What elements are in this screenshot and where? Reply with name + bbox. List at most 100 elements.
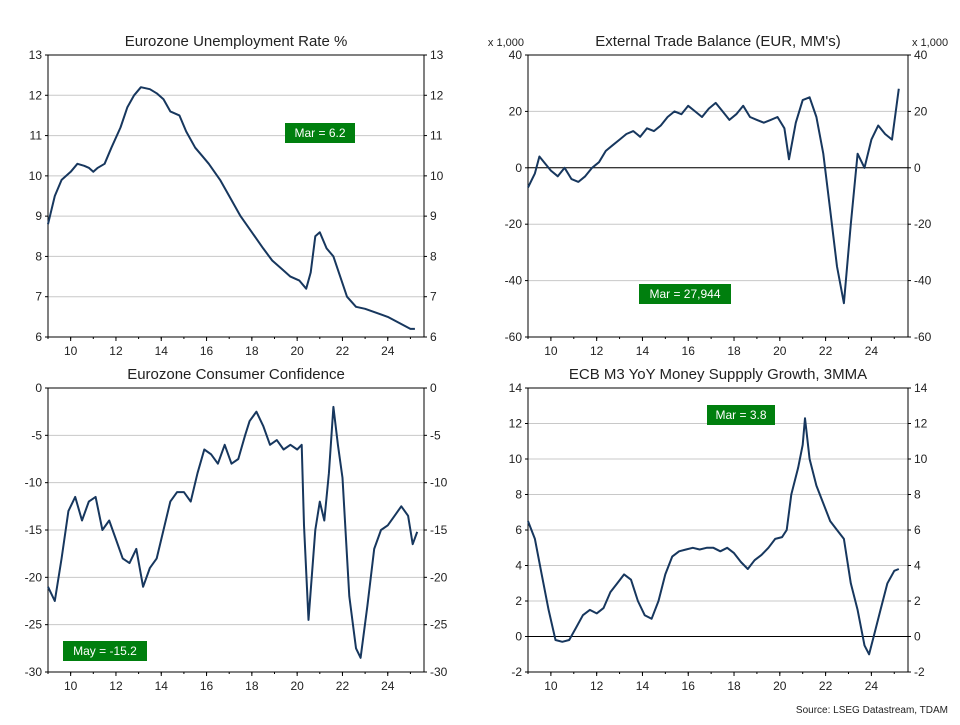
x-tick-label: 14 bbox=[636, 344, 650, 358]
y-tick-label-right: -20 bbox=[914, 217, 932, 231]
x-tick-label: 20 bbox=[290, 679, 304, 693]
annotation-label: Mar = 3.8 bbox=[715, 408, 766, 422]
y-tick-label-right: 0 bbox=[914, 161, 921, 175]
y-tick-label-right: -25 bbox=[430, 618, 448, 632]
x-tick-label: 18 bbox=[245, 344, 259, 358]
x-tick-label: 12 bbox=[109, 344, 123, 358]
x-tick-label: 12 bbox=[109, 679, 123, 693]
y-tick-label-left: 2 bbox=[515, 594, 522, 608]
y-tick-label-left: 12 bbox=[509, 417, 523, 431]
y-tick-label-right: 9 bbox=[430, 209, 437, 223]
y-tick-label-right: -5 bbox=[430, 428, 441, 442]
y-tick-label-right: 6 bbox=[430, 330, 437, 344]
y-tick-label-right: 7 bbox=[430, 290, 437, 304]
y-tick-label-right: 0 bbox=[914, 630, 921, 644]
x-tick-label: 10 bbox=[64, 344, 78, 358]
x-tick-label: 20 bbox=[773, 344, 787, 358]
x-tick-label: 14 bbox=[155, 344, 169, 358]
y-tick-label-right: -60 bbox=[914, 330, 932, 344]
y-tick-label-left: -20 bbox=[505, 217, 523, 231]
y-tick-label-left: -2 bbox=[511, 665, 522, 679]
y-tick-label-right: -15 bbox=[430, 523, 448, 537]
y-tick-label-right: 8 bbox=[430, 249, 437, 263]
y-tick-label-left: 14 bbox=[509, 381, 523, 395]
y-tick-label-right: 6 bbox=[914, 523, 921, 537]
x-tick-label: 22 bbox=[336, 679, 350, 693]
y-tick-label-right: 14 bbox=[914, 381, 928, 395]
plot-frame bbox=[527, 54, 909, 338]
series-line bbox=[527, 88, 900, 305]
multiplier-label-right: x 1,000 bbox=[912, 37, 948, 49]
x-tick-label: 22 bbox=[819, 679, 833, 693]
y-tick-label-left: 4 bbox=[515, 559, 522, 573]
y-tick-label-left: 6 bbox=[35, 330, 42, 344]
plot-frame bbox=[527, 387, 909, 673]
y-tick-label-right: -30 bbox=[430, 665, 448, 679]
x-tick-label: 22 bbox=[336, 344, 350, 358]
y-tick-label-right: 20 bbox=[914, 104, 928, 118]
x-tick-label: 16 bbox=[200, 679, 214, 693]
y-tick-label-right: 10 bbox=[430, 169, 444, 183]
x-tick-label: 18 bbox=[727, 344, 741, 358]
annotation-box bbox=[707, 405, 775, 425]
y-tick-label-left: -20 bbox=[25, 570, 43, 584]
series-line bbox=[47, 405, 419, 659]
x-tick-label: 24 bbox=[381, 679, 395, 693]
y-tick-label-right: -10 bbox=[430, 476, 448, 490]
x-tick-label: 20 bbox=[290, 344, 304, 358]
chart-title: External Trade Balance (EUR, MM's) bbox=[595, 33, 840, 50]
x-tick-label: 18 bbox=[727, 679, 741, 693]
x-tick-label: 10 bbox=[544, 344, 558, 358]
y-tick-label-right: 40 bbox=[914, 48, 928, 62]
y-tick-label-left: -40 bbox=[505, 274, 523, 288]
y-tick-label-left: -10 bbox=[25, 476, 43, 490]
y-tick-label-left: 0 bbox=[35, 381, 42, 395]
y-tick-label-left: 8 bbox=[35, 249, 42, 263]
y-tick-label-right: 4 bbox=[914, 559, 921, 573]
y-tick-label-right: -20 bbox=[430, 570, 448, 584]
y-tick-label-left: 6 bbox=[515, 523, 522, 537]
y-tick-label-right: 11 bbox=[430, 129, 443, 143]
y-tick-label-left: 9 bbox=[35, 209, 42, 223]
y-tick-label-right: 12 bbox=[914, 417, 928, 431]
annotation-label: May = -15.2 bbox=[73, 644, 137, 658]
x-tick-label: 24 bbox=[381, 344, 395, 358]
y-tick-label-right: 13 bbox=[430, 48, 444, 62]
x-tick-label: 22 bbox=[819, 344, 833, 358]
y-tick-label-left: 8 bbox=[515, 488, 522, 502]
x-tick-label: 18 bbox=[245, 679, 259, 693]
y-tick-label-left: -30 bbox=[25, 665, 43, 679]
source-note: Source: LSEG Datastream, TDAM bbox=[796, 705, 948, 716]
y-tick-label-right: 8 bbox=[914, 488, 921, 502]
annotation-label: Mar = 27,944 bbox=[649, 287, 720, 301]
y-tick-label-left: -5 bbox=[31, 428, 42, 442]
y-tick-label-left: -15 bbox=[25, 523, 43, 537]
plot-frame bbox=[47, 387, 425, 673]
x-tick-label: 16 bbox=[200, 344, 214, 358]
y-tick-label-left: 11 bbox=[30, 129, 43, 143]
y-tick-label-right: 12 bbox=[430, 88, 444, 102]
x-tick-label: 20 bbox=[773, 679, 787, 693]
annotation-box bbox=[639, 284, 731, 304]
annotation-box bbox=[63, 641, 147, 661]
series-line bbox=[527, 417, 900, 656]
x-tick-label: 24 bbox=[865, 344, 879, 358]
y-tick-label-left: 10 bbox=[29, 169, 43, 183]
x-tick-label: 16 bbox=[682, 344, 696, 358]
y-tick-label-left: 12 bbox=[29, 88, 43, 102]
y-tick-label-right: 10 bbox=[914, 452, 928, 466]
x-tick-label: 10 bbox=[64, 679, 78, 693]
y-tick-label-right: -2 bbox=[914, 665, 925, 679]
y-tick-label-left: 20 bbox=[509, 104, 523, 118]
annotation-box bbox=[285, 123, 355, 143]
x-tick-label: 16 bbox=[682, 679, 696, 693]
chart-title: ECB M3 YoY Money Suppply Growth, 3MMA bbox=[569, 366, 867, 383]
y-tick-label-right: 0 bbox=[430, 381, 437, 395]
annotation-label: Mar = 6.2 bbox=[294, 126, 345, 140]
multiplier-label-left: x 1,000 bbox=[488, 37, 524, 49]
plot-frame bbox=[47, 54, 425, 338]
y-tick-label-left: 7 bbox=[35, 290, 42, 304]
y-tick-label-left: -25 bbox=[25, 618, 43, 632]
